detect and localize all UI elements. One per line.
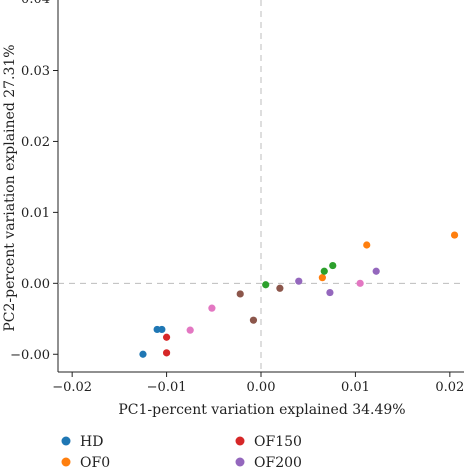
scatter-point [139, 350, 147, 358]
x-tick-label: −0.01 [147, 380, 187, 395]
legend-marker [235, 436, 245, 446]
y-tick-label: 0.03 [21, 64, 50, 79]
scatter-point [276, 284, 284, 292]
x-tick-label: 0.00 [247, 380, 276, 395]
data-points [139, 231, 459, 358]
scatter-point [326, 288, 334, 297]
scatter-point [372, 267, 380, 275]
legend-label: OF200 [254, 455, 302, 471]
legend-item: HD [61, 434, 103, 450]
y-tick-label: 0.00 [21, 277, 50, 292]
scatter-point [208, 304, 216, 312]
scatter-point [320, 267, 328, 275]
y-tick-label: −0.00 [10, 348, 50, 363]
scatter-point [295, 277, 303, 285]
legend-label: HD [80, 434, 103, 450]
x-tick-label: −0.02 [52, 380, 92, 395]
x-tick-label: 0.01 [341, 380, 370, 395]
legend-marker [61, 457, 71, 467]
scatter-point [162, 349, 171, 357]
scatter-point [262, 281, 270, 289]
y-tick-label: 0.02 [21, 135, 50, 150]
legend-marker [235, 457, 245, 467]
legend-item: OF200 [235, 455, 302, 471]
scatter-point [356, 279, 364, 287]
legend: HD OF0 OF150 OF200 [61, 434, 302, 471]
scatter-point [318, 274, 326, 282]
legend-label: OF0 [80, 455, 110, 471]
scatter-point [158, 325, 166, 334]
tick-labels: −0.02 −0.01 0.00 0.01 0.02 −0.00 0.00 0.01 0.02 0… [10, 0, 464, 395]
y-axis-label: PC2-percent variation explained 27.31% [2, 44, 18, 331]
x-axis-label: PC1-percent variation explained 34.49% [118, 402, 405, 418]
legend-item: OF0 [61, 455, 110, 471]
scatter-point [450, 231, 459, 239]
scatter-point [162, 333, 171, 341]
scatter-point [249, 316, 258, 324]
scatter-point [363, 241, 371, 249]
x-tick-label: 0.02 [435, 380, 464, 395]
scatter-point [236, 290, 244, 298]
scatter-point [329, 261, 337, 270]
reference-lines [58, 0, 464, 372]
y-tick-label: 0.01 [21, 206, 50, 221]
legend-marker [61, 436, 71, 446]
y-tick-label-partial: 0.04 [21, 0, 50, 7]
legend-label: OF150 [254, 434, 302, 450]
scatter-point [186, 326, 194, 334]
legend-item: OF150 [235, 434, 302, 450]
